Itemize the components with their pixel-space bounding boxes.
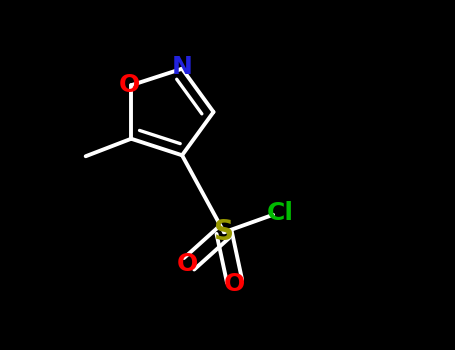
Text: O: O bbox=[177, 252, 198, 276]
Text: Cl: Cl bbox=[267, 201, 293, 225]
Text: O: O bbox=[119, 73, 140, 97]
Text: O: O bbox=[224, 272, 245, 296]
Text: N: N bbox=[172, 55, 192, 79]
Text: S: S bbox=[214, 218, 234, 246]
